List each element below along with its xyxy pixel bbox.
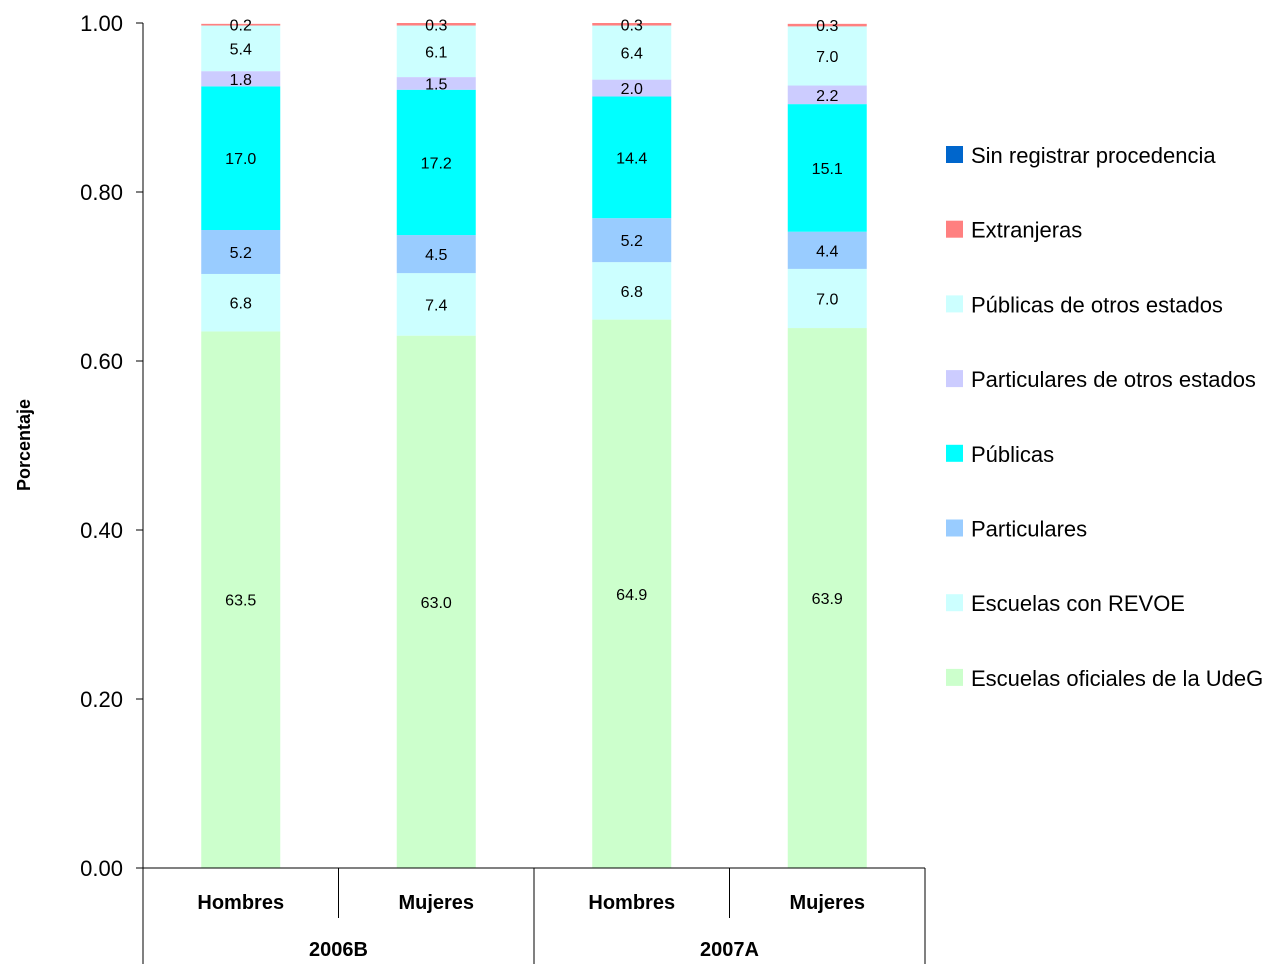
- bar-segment: [201, 25, 281, 72]
- y-tick-label: 0.00: [80, 856, 123, 881]
- data-label: 63.0: [421, 595, 452, 612]
- y-ticks-layer: 0.00 0.20 0.40 0.60 0.80 1.00: [80, 11, 143, 881]
- x-category-label: Hombres: [588, 892, 675, 914]
- data-label: 63.9: [812, 591, 843, 608]
- bar-segment: [201, 273, 281, 332]
- bar-segment: [787, 26, 867, 86]
- legend-label: Particulares: [971, 517, 1087, 542]
- data-label: 17.0: [225, 151, 256, 168]
- legend-swatch: [946, 594, 963, 612]
- data-label: 6.8: [230, 296, 252, 313]
- bar-segment: [396, 273, 476, 336]
- bar-segment: [201, 86, 281, 231]
- data-label: 64.9: [616, 587, 647, 604]
- data-label: 17.2: [421, 155, 452, 172]
- data-label: 6.4: [621, 46, 643, 63]
- bar-segment: [592, 25, 672, 80]
- legend-swatch: [946, 295, 963, 313]
- data-label: 2.2: [816, 88, 838, 105]
- bar-segment: [787, 23, 867, 27]
- data-label: 4.5: [425, 247, 447, 264]
- bar-segment: [396, 89, 476, 236]
- data-labels-layer: 63.5 6.8 5.2 17.0 1.8 5.4 0.2 63.0 7.4 4.5 17.2 1.5…: [225, 17, 843, 612]
- y-tick-label: 0.40: [80, 518, 123, 543]
- data-label: 0.3: [425, 17, 447, 34]
- bar-segment: [592, 218, 672, 263]
- legend-label: Escuelas oficiales de la UdeG: [971, 666, 1263, 691]
- bar-segment: [396, 77, 476, 90]
- legend-swatch: [946, 370, 963, 388]
- bar-segment: [787, 268, 867, 329]
- data-label: 0.3: [816, 18, 838, 35]
- data-label: 63.5: [225, 593, 256, 610]
- bar-segment: [396, 23, 476, 26]
- bar-segment: [787, 104, 867, 232]
- bar-segment: [592, 96, 672, 219]
- bars-layer: [201, 23, 867, 869]
- data-label: 0.3: [621, 17, 643, 34]
- bar-segment: [592, 262, 672, 320]
- legend-swatch: [946, 668, 963, 686]
- bar-segment: [396, 235, 476, 274]
- legend-label: Particulares de otros estados: [971, 367, 1256, 392]
- x-group-label: 2007A: [700, 939, 759, 961]
- x-categories-layer: Hombres Mujeres 2006B Hombres Mujeres 2007A: [142, 868, 926, 964]
- data-label: 6.8: [621, 284, 643, 301]
- legend-label: Públicas: [971, 442, 1054, 467]
- bar-segment: [787, 231, 867, 269]
- bar-segment: [396, 335, 476, 868]
- bar-segment: [592, 319, 672, 869]
- data-label: 5.2: [621, 233, 643, 250]
- legend: Sin registrar procedencia Extranjeras Públ…: [946, 143, 1263, 691]
- y-tick-label: 0.80: [80, 180, 123, 205]
- data-label: 6.1: [425, 44, 447, 61]
- bar-segment: [592, 23, 672, 26]
- data-label: 2.0: [621, 81, 643, 98]
- bar-segment: [592, 79, 672, 97]
- data-label: 7.0: [816, 291, 838, 308]
- bar-segment: [396, 25, 476, 78]
- y-tick-label: 1.00: [80, 11, 123, 36]
- x-category-label: Hombres: [197, 892, 284, 914]
- bar-segment: [787, 85, 867, 105]
- legend-swatch: [946, 146, 963, 163]
- legend-label: Escuelas con REVOE: [971, 591, 1185, 616]
- data-label: 0.2: [230, 18, 252, 35]
- legend-label: Extranjeras: [971, 218, 1082, 243]
- data-label: 7.4: [425, 297, 447, 314]
- legend-label: Sin registrar procedencia: [971, 143, 1216, 168]
- data-label: 5.4: [230, 41, 252, 58]
- y-tick-label: 0.60: [80, 349, 123, 374]
- legend-swatch: [946, 220, 963, 238]
- bar-segment: [201, 23, 281, 26]
- y-axis-label: Porcentaje: [14, 399, 34, 491]
- x-category-label: Mujeres: [398, 892, 474, 914]
- bar-segment: [787, 328, 867, 868]
- y-tick-label: 0.20: [80, 687, 123, 712]
- data-label: 1.5: [425, 76, 447, 93]
- bar-segment: [201, 331, 281, 868]
- data-label: 4.4: [816, 243, 838, 260]
- data-label: 1.8: [230, 72, 252, 89]
- legend-swatch: [946, 444, 963, 462]
- legend-label: Públicas de otros estados: [971, 292, 1223, 317]
- data-label: 5.2: [230, 245, 252, 262]
- data-label: 7.0: [816, 49, 838, 66]
- x-group-label: 2006B: [309, 939, 368, 961]
- bar-segment: [201, 71, 281, 87]
- data-label: 15.1: [812, 161, 843, 178]
- data-label: 14.4: [616, 150, 647, 167]
- bar-segment: [201, 230, 281, 274]
- x-category-label: Mujeres: [789, 892, 865, 914]
- legend-swatch: [946, 519, 963, 537]
